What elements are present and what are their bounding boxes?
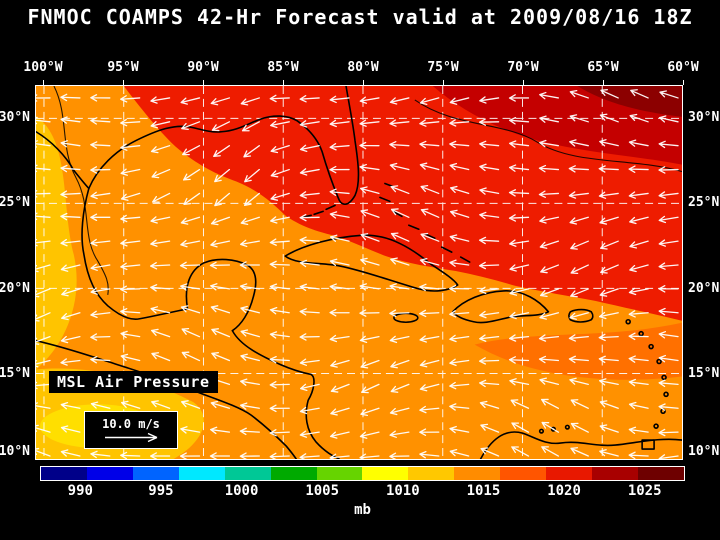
colorbar-tick-label: 1020 (547, 483, 581, 499)
colorbar-segment (546, 467, 593, 480)
colorbar-segment (270, 467, 317, 480)
colorbar (40, 466, 685, 481)
lat-tick-label: 15°N (688, 366, 720, 381)
lat-tick-label: 30°N (0, 109, 30, 125)
lat-tick-label: 25°N (0, 195, 30, 210)
lon-tick-label: 90°W (187, 60, 219, 75)
colorbar-segment (454, 467, 501, 480)
field-label: MSL Air Pressure (49, 371, 218, 393)
colorbar-tick-label: 990 (67, 483, 93, 499)
colorbar-segment (500, 467, 547, 480)
lon-tick-label: 60°W (667, 60, 699, 75)
wind-scale-legend: 10.0 m/s (84, 411, 178, 449)
colorbar-segment (362, 467, 409, 480)
chart-title: FNMOC COAMPS 42-Hr Forecast valid at 200… (27, 5, 693, 29)
lat-tick-label: 10°N (688, 444, 720, 459)
isobar-contours (53, 86, 682, 295)
colorbar-segment (86, 467, 133, 480)
lat-tick-label: 25°N (688, 195, 720, 210)
colorbar-unit-label: mb (354, 502, 371, 518)
colorbar-tick-label: 1015 (466, 483, 501, 499)
colorbar-tick-label: 1005 (305, 483, 340, 499)
axis-tick (683, 80, 684, 85)
lat-tick-label: 10°N (0, 444, 30, 459)
lon-tick-label: 95°W (107, 60, 139, 75)
colorbar-segment (224, 467, 271, 480)
colorbar-segment (637, 467, 684, 480)
lat-tick-label: 15°N (0, 366, 30, 381)
colorbar-segment (132, 467, 179, 480)
colorbar-segment (41, 467, 87, 480)
lat-axis-left: 30°N 25°N 20°N 15°N 10°N (0, 85, 33, 460)
axis-tick (443, 80, 444, 85)
lon-axis: 100°W 95°W 90°W 85°W 80°W 75°W 70°W 65°W 60°W (23, 60, 698, 78)
lat-tick-label: 20°N (0, 280, 30, 296)
axis-tick (363, 80, 364, 85)
lon-tick-label: 85°W (267, 60, 299, 75)
axis-tick (123, 80, 124, 85)
lat-tick-label: 20°N (688, 280, 720, 296)
axis-tick (603, 80, 604, 85)
lat-tick-label: 30°N (688, 109, 720, 125)
lon-tick-label: 100°W (23, 60, 63, 75)
wind-scale-label: 10.0 m/s (102, 417, 160, 431)
colorbar-segment (178, 467, 225, 480)
lon-tick-label: 75°W (427, 60, 459, 75)
lon-tick-label: 65°W (587, 60, 619, 75)
axis-tick (523, 80, 524, 85)
axis-tick (203, 80, 204, 85)
map-plot: MSL Air Pressure 10.0 m/s (35, 85, 683, 460)
colorbar-tick-labels: 990 995 1000 1005 1010 1015 1020 1025 (40, 483, 685, 499)
colorbar-tick-label: 1000 (224, 483, 259, 499)
axis-tick (283, 80, 284, 85)
colorbar-segment (592, 467, 638, 480)
colorbar-tick-label: 995 (148, 483, 174, 499)
lat-axis-right: 30°N 25°N 20°N 15°N 10°N (685, 85, 720, 460)
lon-tick-label: 80°W (347, 60, 379, 75)
colorbar-segment (316, 467, 363, 480)
colorbar-segment (408, 467, 455, 480)
wind-scale-arrow-icon (105, 432, 158, 443)
pressure-field-map (36, 86, 682, 459)
axis-tick (43, 80, 44, 85)
colorbar-tick-label: 1025 (627, 483, 662, 499)
colorbar-tick-label: 1010 (385, 483, 420, 499)
lon-tick-label: 70°W (507, 60, 539, 75)
